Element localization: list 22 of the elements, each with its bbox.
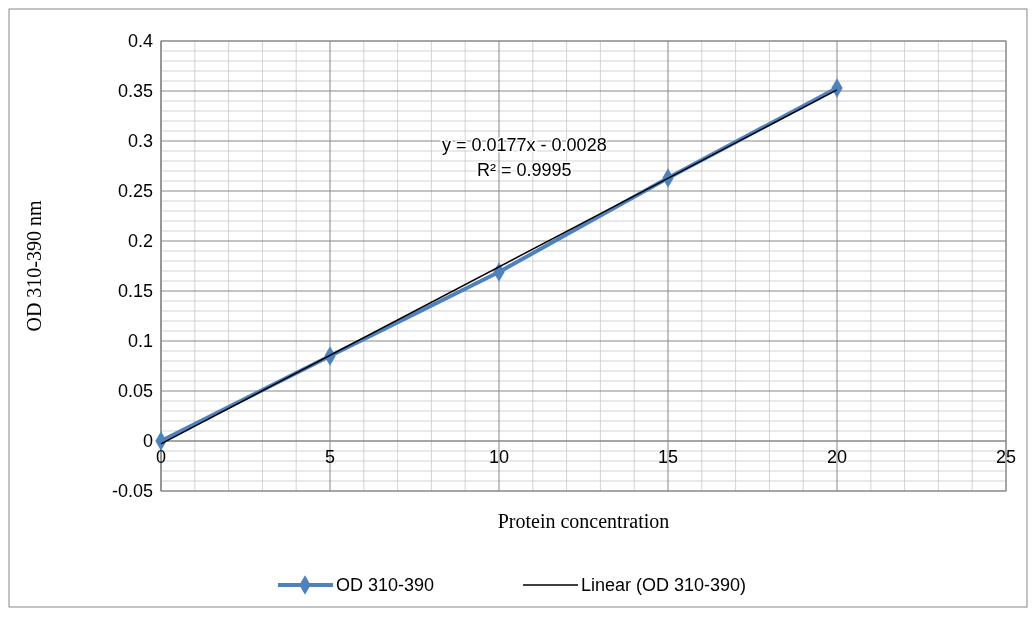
y-tick-label: 0 <box>142 431 153 452</box>
y-tick-label: 0.35 <box>117 81 153 102</box>
legend-label: OD 310-390 <box>336 575 435 596</box>
x-tick-label: 20 <box>826 447 848 467</box>
y-tick-label: 0.1 <box>127 331 153 352</box>
y-tick-label: -0.05 <box>111 481 153 502</box>
y-tick-label: 0.15 <box>117 281 153 302</box>
legend-label: Linear (OD 310-390) <box>581 575 747 596</box>
y-tick-label: 0.2 <box>127 231 153 252</box>
y-axis-title: OD 310-390 nm <box>23 200 45 332</box>
x-tick-label: 15 <box>657 447 679 467</box>
annotation: R² = 0.9995 <box>477 160 572 180</box>
x-tick-label: 5 <box>324 447 336 467</box>
x-axis-title: Protein concentration <box>497 510 670 532</box>
y-tick-label: 0.25 <box>117 181 153 202</box>
x-tick-label: 0 <box>155 447 167 467</box>
y-tick-label: 0.05 <box>117 381 153 402</box>
x-tick-label: 10 <box>488 447 510 467</box>
annotation: y = 0.0177x - 0.0028 <box>442 135 607 155</box>
y-tick-label: 0.4 <box>127 31 153 52</box>
y-tick-label: 0.3 <box>127 131 153 152</box>
x-tick-label: 25 <box>995 447 1017 467</box>
